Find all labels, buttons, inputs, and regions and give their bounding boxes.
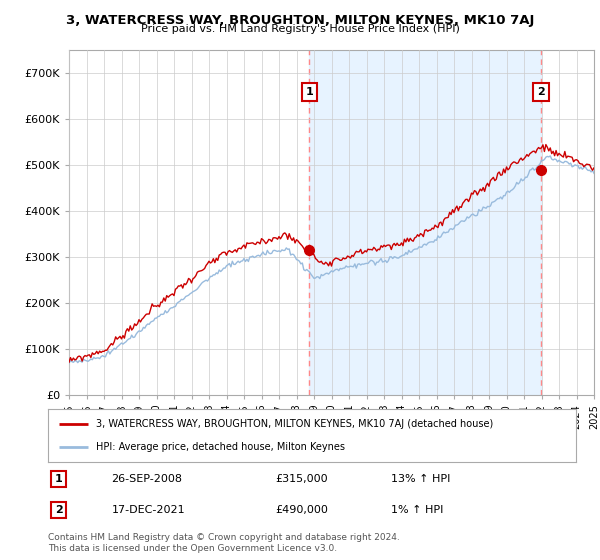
Text: 13% ↑ HPI: 13% ↑ HPI — [391, 474, 451, 484]
Text: 3, WATERCRESS WAY, BROUGHTON, MILTON KEYNES, MK10 7AJ: 3, WATERCRESS WAY, BROUGHTON, MILTON KEY… — [66, 14, 534, 27]
Text: 26-SEP-2008: 26-SEP-2008 — [112, 474, 182, 484]
Text: £315,000: £315,000 — [275, 474, 328, 484]
Text: HPI: Average price, detached house, Milton Keynes: HPI: Average price, detached house, Milt… — [95, 442, 344, 452]
Text: 1: 1 — [305, 87, 313, 97]
Text: Contains HM Land Registry data © Crown copyright and database right 2024.
This d: Contains HM Land Registry data © Crown c… — [48, 533, 400, 553]
Text: 1% ↑ HPI: 1% ↑ HPI — [391, 505, 443, 515]
Text: 17-DEC-2021: 17-DEC-2021 — [112, 505, 185, 515]
Text: 3, WATERCRESS WAY, BROUGHTON, MILTON KEYNES, MK10 7AJ (detached house): 3, WATERCRESS WAY, BROUGHTON, MILTON KEY… — [95, 419, 493, 429]
Text: 1: 1 — [55, 474, 62, 484]
Text: £490,000: £490,000 — [275, 505, 328, 515]
Text: 2: 2 — [55, 505, 62, 515]
Text: Price paid vs. HM Land Registry's House Price Index (HPI): Price paid vs. HM Land Registry's House … — [140, 24, 460, 34]
Text: 2: 2 — [537, 87, 545, 97]
